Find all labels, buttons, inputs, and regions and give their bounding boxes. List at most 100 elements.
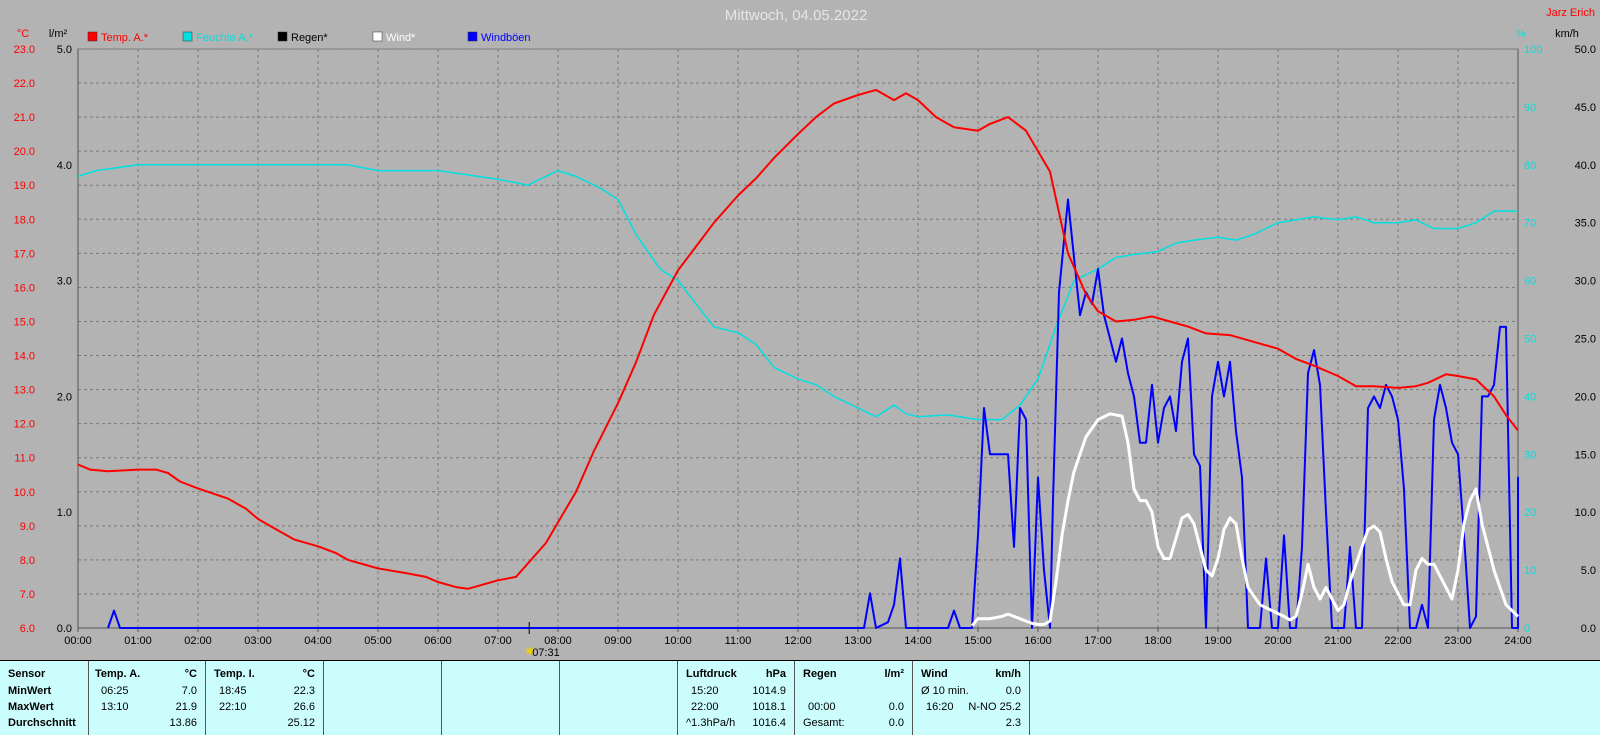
rain-unit: l/m² [884, 668, 904, 680]
rain-tick-label: 1.0 [57, 507, 72, 519]
wind-tick-label: 10.0 [1575, 507, 1596, 519]
rain-tick-label: 5.0 [57, 44, 72, 56]
temp-a-avg-value: 13.86 [169, 717, 197, 729]
legend-label: Feuchte A.* [196, 32, 254, 44]
pressure-trend: ^1.3hPa/h [686, 717, 736, 729]
temp-tick-label: 20.0 [14, 146, 35, 158]
x-tick-label: 01:00 [124, 635, 152, 647]
legend-label: Windböen [481, 32, 531, 44]
x-tick-label: 16:00 [1024, 635, 1052, 647]
x-tick-label: 22:00 [1384, 635, 1412, 647]
temp-i-avg-value: 25.12 [287, 717, 315, 729]
sensor-column: Sensor MinWert MaxWert Durchschnitt [0, 661, 88, 735]
statistics-table: Sensor MinWert MaxWert Durchschnitt Temp… [0, 660, 1600, 735]
x-tick-label: 14:00 [904, 635, 932, 647]
rain-unit-label: l/m² [49, 28, 68, 40]
series-line-tempa [77, 88, 1519, 590]
rain-total-value: 0.0 [888, 717, 904, 729]
temp-tick-label: 22.0 [14, 78, 35, 90]
legend-label: Wind* [386, 32, 416, 44]
temp-i-column: Temp. I. °C 18:45 22.3 22:10 26.6 25.12 [205, 661, 323, 735]
empty-column-3 [559, 661, 677, 735]
humidity-tick-label: 20 [1524, 507, 1536, 519]
temp-i-unit: °C [302, 668, 315, 680]
humidity-tick-label: 70 [1524, 218, 1536, 230]
empty-column-1 [323, 661, 441, 735]
pressure-avg-value: 1016.4 [752, 717, 786, 729]
x-tick-label: 21:00 [1324, 635, 1352, 647]
wind-column: Wind km/h Ø 10 min. 0.0 16:20 N-NO 25.2 … [912, 661, 1030, 735]
temp-tick-label: 14.0 [14, 351, 35, 363]
temp-tick-label: 11.0 [14, 453, 35, 465]
temp-a-max-value: 21.9 [175, 701, 197, 713]
x-tick-label: 19:00 [1204, 635, 1232, 647]
temp-tick-label: 12.0 [14, 419, 35, 431]
wind-tick-label: 0.0 [1581, 623, 1596, 635]
temp-tick-label: 8.0 [20, 555, 35, 567]
avg-row-label: Durchschnitt [8, 717, 76, 729]
rain-tick-label: 2.0 [57, 391, 72, 403]
author-label: Jarz Erich [1546, 7, 1595, 19]
wind-unit-label: km/h [1555, 28, 1579, 40]
legend-swatch [182, 31, 193, 42]
temp-tick-label: 9.0 [20, 521, 35, 533]
wind-tick-label: 45.0 [1575, 102, 1596, 114]
humidity-tick-label: 80 [1524, 160, 1536, 172]
sunrise-time: 07:31 [532, 647, 560, 659]
rain-column: Regen l/m² 00:00 0.0 Gesamt: 0.0 [794, 661, 912, 735]
temp-tick-label: 16.0 [14, 282, 35, 294]
temp-i-title: Temp. I. [214, 668, 255, 680]
legend-swatch [467, 31, 478, 42]
wind-tick-label: 15.0 [1575, 449, 1596, 461]
x-tick-label: 07:00 [484, 635, 512, 647]
sun-icon: ✱ [525, 646, 534, 658]
pressure-unit: hPa [765, 668, 786, 680]
temp-tick-label: 21.0 [14, 112, 35, 124]
pressure-max-value: 1018.1 [752, 701, 786, 713]
temp-tick-label: 17.0 [14, 248, 35, 260]
temp-tick-label: 7.0 [20, 589, 35, 601]
temp-tick-label: 18.0 [14, 214, 35, 226]
temp-tick-label: 19.0 [14, 180, 35, 192]
series-layer [77, 88, 1520, 629]
wind-tick-label: 20.0 [1575, 391, 1596, 403]
x-tick-label: 15:00 [964, 635, 992, 647]
max-row-label: MaxWert [8, 701, 54, 713]
x-tick-label: 17:00 [1084, 635, 1112, 647]
axes: 6.0 7.0 8.0 9.0 10.0 11.0 12.0 13.0 14.0 15.0 16.0… [14, 44, 1596, 647]
min-row-label: MinWert [8, 685, 52, 697]
humidity-tick-label: 50 [1524, 334, 1536, 346]
humidity-unit-label: % [1516, 28, 1526, 40]
temp-i-min-value: 22.3 [293, 685, 315, 697]
legend-label: Regen* [291, 32, 328, 44]
pressure-min-time: 15:20 [691, 685, 719, 697]
legend-label: Temp. A.* [101, 32, 149, 44]
rain-tick-label: 3.0 [57, 276, 72, 288]
x-tick-label: 00:00 [64, 635, 92, 647]
wind-tick-label: 25.0 [1575, 334, 1596, 346]
pressure-column: Luftdruck hPa 15:20 1014.9 22:00 1018.1 … [677, 661, 794, 735]
legend-swatch [372, 31, 383, 42]
x-tick-label: 18:00 [1144, 635, 1172, 647]
x-tick-label: 10:00 [664, 635, 692, 647]
wind-tick-label: 5.0 [1581, 565, 1596, 577]
rain-total-label: Gesamt: [803, 717, 845, 729]
temp-tick-label: 10.0 [14, 487, 35, 499]
temp-tick-label: 23.0 [14, 44, 35, 56]
legend-swatch [87, 31, 98, 42]
temp-a-max-time: 13:10 [101, 701, 129, 713]
temp-tick-label: 15.0 [14, 316, 35, 328]
rain-tick-label: 0.0 [57, 623, 72, 635]
wind-tick-label: 40.0 [1575, 160, 1596, 172]
temp-unit-label: °C [17, 28, 29, 40]
series-line-windben [107, 198, 1519, 629]
x-tick-label: 11:00 [725, 635, 752, 647]
x-tick-label: 20:00 [1264, 635, 1292, 647]
rain-time: 00:00 [808, 701, 836, 713]
temp-a-min-value: 7.0 [181, 685, 197, 697]
wind-max-value: N-NO 25.2 [968, 701, 1021, 713]
rain-title: Regen [803, 668, 837, 680]
humidity-tick-label: 40 [1524, 391, 1536, 403]
humidity-tick-label: 0 [1524, 623, 1530, 635]
series-line-wind [970, 412, 1520, 627]
